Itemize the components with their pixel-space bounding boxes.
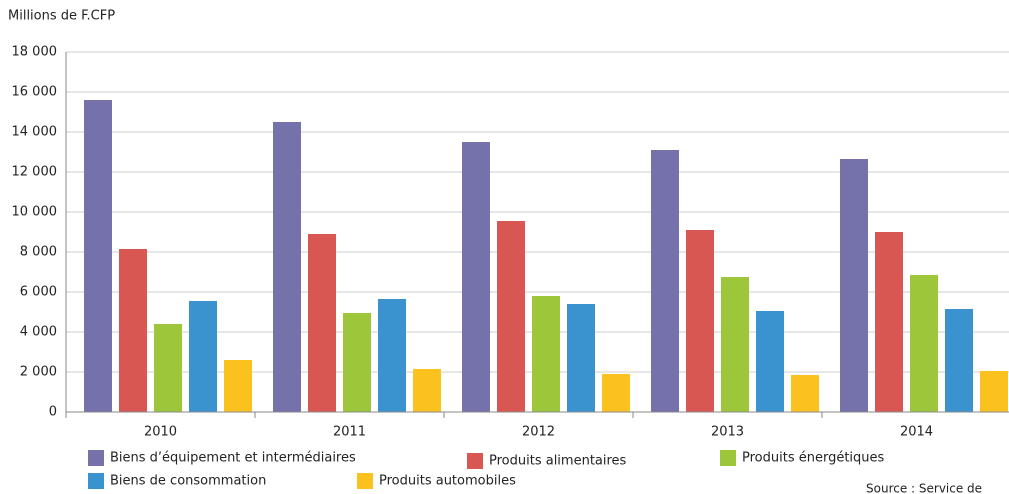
bar	[651, 150, 679, 412]
x-tick-label: 2012	[522, 425, 555, 440]
y-tick-label: 0	[49, 405, 57, 420]
x-tick-label: 2010	[144, 425, 177, 440]
y-tick-label: 12 000	[12, 165, 58, 180]
bar	[84, 100, 112, 412]
bar	[343, 313, 371, 412]
bar	[602, 374, 630, 412]
bar	[840, 159, 868, 412]
bar	[378, 299, 406, 412]
legend-label: Produits alimentaires	[489, 454, 627, 469]
y-tick-label: 16 000	[12, 85, 58, 100]
bar	[308, 234, 336, 412]
bar	[756, 311, 784, 412]
bar	[189, 301, 217, 412]
bar	[532, 296, 560, 412]
bar	[119, 249, 147, 412]
bar	[413, 369, 441, 412]
bar	[273, 122, 301, 412]
legend-label: Biens de consommation	[110, 474, 266, 489]
bar	[154, 324, 182, 412]
y-tick-label: 14 000	[12, 125, 58, 140]
bar	[224, 360, 252, 412]
y-tick-label: 10 000	[12, 205, 58, 220]
legend-label: Produits automobiles	[379, 474, 516, 489]
bar	[686, 230, 714, 412]
y-tick-label: 8 000	[20, 245, 57, 260]
legend-swatch	[357, 473, 373, 489]
bar	[567, 304, 595, 412]
x-tick-label: 2014	[900, 425, 933, 440]
y-tick-label: 18 000	[12, 45, 58, 60]
bar	[721, 277, 749, 412]
bar	[791, 375, 819, 412]
legend-swatch	[88, 473, 104, 489]
legend-swatch	[720, 450, 736, 466]
bar	[462, 142, 490, 412]
x-tick-label: 2013	[711, 425, 744, 440]
x-tick-label: 2011	[333, 425, 366, 440]
bar	[980, 371, 1008, 412]
y-tick-label: 2 000	[20, 365, 57, 380]
bar	[945, 309, 973, 412]
bar	[497, 221, 525, 412]
y-tick-label: 4 000	[20, 325, 57, 340]
legend-label: Produits énergétiques	[742, 451, 885, 466]
bar	[875, 232, 903, 412]
bar	[910, 275, 938, 412]
legend-swatch	[467, 453, 483, 469]
y-tick-label: 6 000	[20, 285, 57, 300]
source: Source : Service de	[866, 482, 982, 494]
legend-swatch	[88, 450, 104, 466]
legend-label: Biens d’équipement et intermédiaires	[110, 451, 356, 466]
y-axis-label: Millions de F.CFP	[8, 9, 115, 24]
